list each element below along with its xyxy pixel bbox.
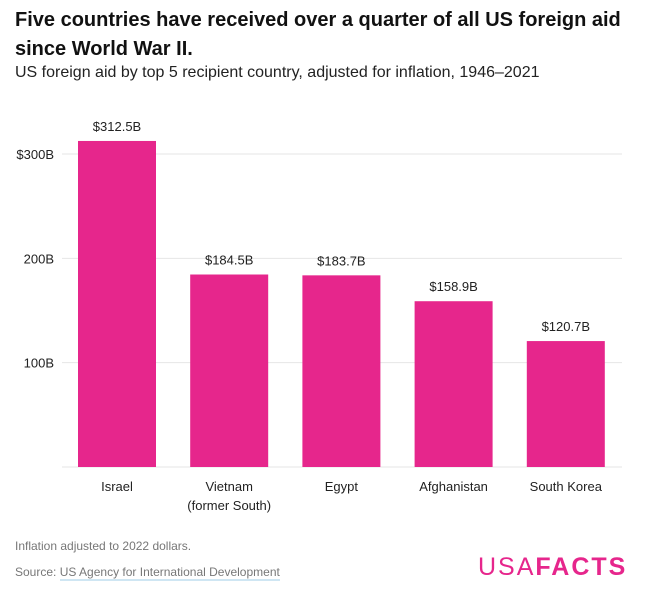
x-tick-label: Egypt: [325, 479, 359, 494]
data-label: $158.9B: [429, 279, 477, 294]
logo-light: USA: [478, 553, 536, 581]
x-tick-label: (former South): [187, 498, 271, 513]
data-label: $183.7B: [317, 253, 365, 268]
source-link[interactable]: US Agency for International Development: [59, 565, 280, 581]
chart-title: Five countries have received over a quar…: [15, 9, 621, 60]
source-label: Source:: [15, 565, 60, 579]
y-tick-label: $300B: [16, 147, 54, 162]
y-tick-label: 100B: [24, 356, 54, 371]
bar: [190, 274, 269, 467]
inflation-note: Inflation adjusted to 2022 dollars.: [15, 539, 192, 553]
x-tick-label: Israel: [101, 479, 133, 494]
bar: [526, 341, 605, 467]
x-tick-label: Afghanistan: [419, 479, 488, 494]
x-tick-label: Vietnam: [205, 479, 252, 494]
bar: [78, 140, 156, 468]
bar: [302, 275, 381, 467]
usafacts-logo: USAFACTS: [478, 553, 627, 582]
logo-bold: FACTS: [535, 553, 628, 581]
data-label: $312.5B: [93, 119, 141, 134]
data-label: $184.5B: [205, 253, 253, 268]
data-label: $120.7B: [542, 319, 590, 334]
x-tick-label: South Korea: [530, 479, 603, 494]
source-line: Source: US Agency for International Deve…: [15, 565, 280, 581]
bar: [414, 301, 493, 467]
y-tick-label: 200B: [24, 251, 54, 266]
chart-subtitle: US foreign aid by top 5 recipient countr…: [15, 64, 540, 81]
